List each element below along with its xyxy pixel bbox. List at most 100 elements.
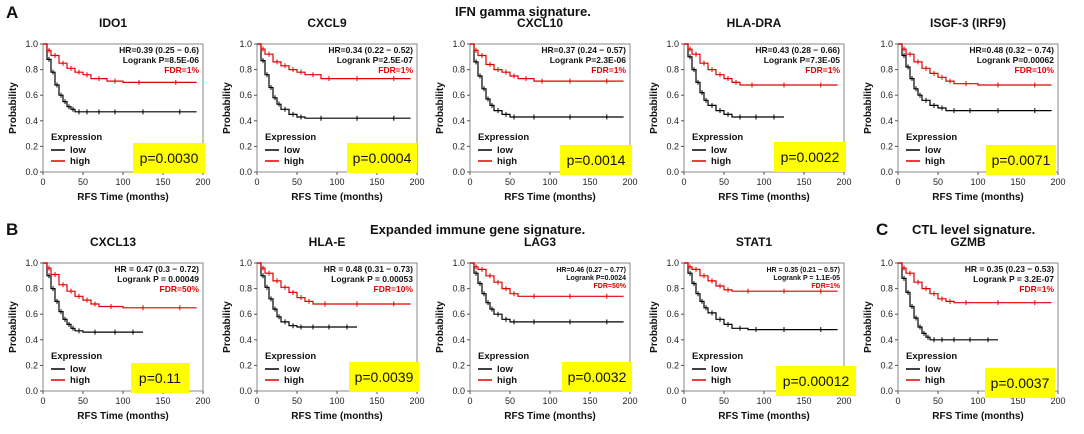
hazard-ratio: HR=0.43 (0.28 − 0.66)	[755, 45, 840, 55]
pvalue-box	[776, 366, 856, 396]
x-tick-label: 200	[195, 177, 210, 187]
y-tick-label: 0.6	[25, 309, 38, 319]
panel-label-a: A	[6, 3, 19, 22]
x-tick-label: 200	[622, 177, 637, 187]
x-tick-label: 200	[1050, 396, 1065, 406]
panel-label-c: C	[876, 220, 889, 239]
x-tick-label: 0	[254, 396, 259, 406]
x-tick-label: 100	[542, 177, 557, 187]
y-tick-label: 0.2	[25, 360, 38, 370]
logrank-p: Logrank P = 1.1E-05	[773, 275, 840, 282]
y-tick-label: 0.4	[239, 335, 252, 345]
y-tick-label: 0.6	[452, 90, 465, 100]
y-tick-label: 0.4	[25, 116, 38, 126]
x-tick-label: 200	[622, 396, 637, 406]
pvalue-label: p=0.11	[139, 370, 181, 386]
y-tick-label: 0.4	[452, 335, 465, 345]
legend-label-low: low	[497, 145, 513, 156]
y-axis-label: Probability	[863, 82, 874, 134]
logrank-p: Logrank P=2.5E-07	[337, 55, 414, 65]
y-tick-label: 0.0	[666, 386, 679, 396]
x-tick-label: 150	[796, 396, 811, 406]
x-tick-label: 0	[40, 177, 45, 187]
y-tick-label: 1.0	[25, 258, 38, 268]
legend-label-high: high	[284, 156, 304, 167]
x-axis-label: RFS Time (months)	[932, 411, 1023, 422]
legend-label-low: low	[925, 364, 941, 375]
x-tick-label: 50	[78, 177, 88, 187]
y-tick-label: 0.2	[880, 141, 893, 151]
section-title-c: CTL level signature.	[912, 222, 1036, 237]
y-axis-label: Probability	[649, 82, 660, 134]
logrank-p: Logrank P = 3.2E-07	[973, 274, 1054, 284]
chart-title: STAT1	[736, 235, 773, 249]
x-axis-label: RFS Time (months)	[291, 411, 382, 422]
pvalue-label: p=0.0032	[568, 369, 627, 385]
y-tick-label: 0.8	[880, 65, 893, 75]
chart-title: LAG3	[524, 235, 556, 249]
y-axis-label: Probability	[8, 301, 19, 353]
logrank-p: Logrank P=0.0024	[566, 275, 626, 282]
hazard-ratio: HR=0.48 (0.32 − 0.74)	[969, 45, 1054, 55]
y-tick-label: 0.4	[25, 335, 38, 345]
y-tick-label: 0.8	[239, 65, 252, 75]
fdr-value: FDR=1%	[378, 65, 413, 75]
km-curve-high	[898, 43, 1052, 86]
chart-title: GZMB	[950, 235, 986, 249]
x-tick-label: 50	[719, 396, 729, 406]
hazard-ratio: HR=0.46 (0.27 − 0.77)	[556, 267, 626, 274]
y-tick-label: 0.2	[452, 141, 465, 151]
y-tick-label: 0.6	[880, 90, 893, 100]
legend-label-low: low	[711, 145, 727, 156]
x-tick-label: 200	[195, 396, 210, 406]
y-tick-label: 0.6	[880, 309, 893, 319]
pvalue-box	[131, 363, 189, 393]
y-tick-label: 0.4	[239, 116, 252, 126]
legend-label-low: low	[284, 145, 300, 156]
y-tick-label: 0.8	[666, 284, 679, 294]
chart-title: CXCL10	[517, 16, 563, 30]
y-tick-label: 1.0	[880, 258, 893, 268]
legend-title: Expression	[51, 351, 102, 362]
x-tick-label: 200	[836, 177, 851, 187]
y-tick-label: 0.0	[452, 386, 465, 396]
pvalue-label: p=0.0014	[567, 152, 626, 168]
legend-title: Expression	[692, 351, 743, 362]
pvalue-label: p=0.0037	[991, 375, 1050, 391]
y-tick-label: 0.8	[239, 284, 252, 294]
x-tick-label: 100	[970, 396, 985, 406]
fdr-value: FDR=10%	[1015, 65, 1055, 75]
km-curve-low	[898, 43, 1052, 112]
x-axis-label: RFS Time (months)	[77, 192, 168, 203]
x-tick-label: 200	[409, 177, 424, 187]
legend-label-high: high	[284, 375, 304, 386]
x-axis-label: RFS Time (months)	[77, 411, 168, 422]
y-tick-label: 0.2	[239, 360, 252, 370]
legend-label-low: low	[497, 364, 513, 375]
pvalue-box	[133, 143, 205, 173]
x-tick-label: 50	[933, 177, 943, 187]
y-tick-label: 0.4	[452, 116, 465, 126]
legend-title: Expression	[906, 351, 957, 362]
hazard-ratio: HR = 0.35 (0.23 − 0.53)	[965, 264, 1054, 274]
fdr-value: FDR=10%	[374, 284, 414, 294]
y-tick-label: 0.0	[880, 386, 893, 396]
x-tick-label: 200	[409, 396, 424, 406]
km-curve-high	[898, 262, 1052, 304]
legend-label-low: low	[70, 364, 86, 375]
y-tick-label: 0.0	[25, 386, 38, 396]
y-tick-label: 0.8	[25, 284, 38, 294]
pvalue-label: p=0.0022	[781, 149, 840, 165]
x-axis-label: RFS Time (months)	[504, 192, 595, 203]
fdr-value: FDR=50%	[594, 283, 627, 290]
x-axis-label: RFS Time (months)	[718, 192, 809, 203]
y-tick-label: 0.0	[239, 167, 252, 177]
y-tick-label: 1.0	[25, 39, 38, 49]
y-tick-label: 1.0	[452, 39, 465, 49]
legend-title: Expression	[265, 351, 316, 362]
fdr-value: FDR=50%	[160, 284, 200, 294]
fdr-value: FDR=1%	[805, 65, 840, 75]
x-tick-label: 50	[78, 396, 88, 406]
chart-title: ISGF-3 (IRF9)	[930, 16, 1006, 30]
logrank-p: Logrank P = 0.00053	[331, 274, 413, 284]
